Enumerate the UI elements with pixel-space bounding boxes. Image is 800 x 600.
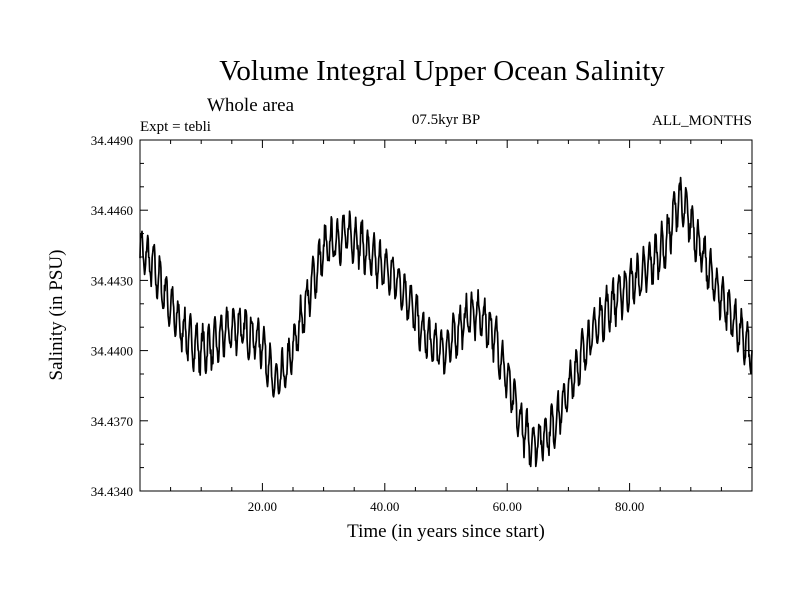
- y-axis-label: Salinity (in PSU): [46, 250, 67, 381]
- x-tick-label: 20.00: [248, 499, 277, 514]
- x-tick-label: 80.00: [615, 499, 644, 514]
- chart-subtitle: Whole area: [207, 95, 295, 116]
- plot-frame: [139, 139, 753, 492]
- y-tick-label: 34.4430: [91, 273, 133, 288]
- months-label: ALL_MONTHS: [652, 113, 752, 129]
- y-axis-ticks: 34.4340 34.4370 34.4400 34.4430 34.4460 34.44…: [91, 133, 752, 499]
- x-axis-label: Time (in years since start): [347, 521, 545, 542]
- chart-title: Volume Integral Upper Ocean Salinity: [219, 55, 665, 87]
- y-tick-label: 34.4370: [91, 414, 133, 429]
- y-tick-label: 34.4340: [91, 484, 133, 499]
- y-tick-label: 34.4490: [91, 133, 133, 148]
- y-tick-label: 34.4460: [91, 203, 133, 218]
- x-axis-ticks: 20.00 40.00 60.00 80.00: [170, 140, 722, 514]
- x-tick-label: 40.00: [370, 499, 399, 514]
- y-tick-label: 34.4400: [91, 344, 133, 359]
- x-tick-label: 60.00: [493, 499, 522, 514]
- salinity-series-line: [139, 176, 753, 468]
- experiment-label: Expt = tebli: [140, 119, 211, 135]
- period-label: 07.5kyr BP: [412, 112, 480, 128]
